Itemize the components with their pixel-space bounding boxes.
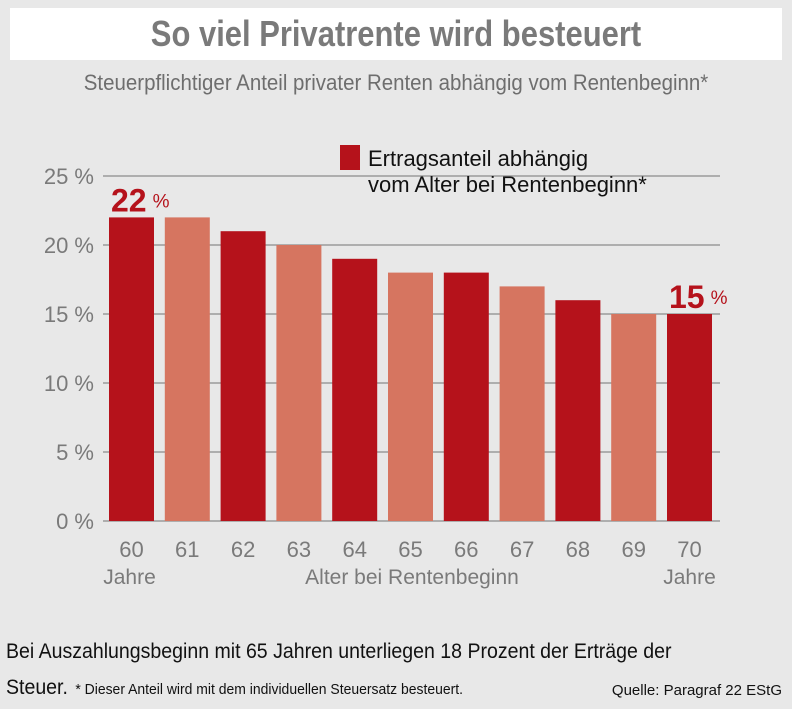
footnote: * Dieser Anteil wird mit dem individuell… [75,681,464,698]
chart-title: So viel Privatrente wird besteuert [150,13,642,54]
x-tick-label: 67 [510,537,534,562]
x-tick-label: 61 [175,537,199,562]
y-tick-label: 15 % [44,302,94,327]
legend-label-line2: vom Alter bei Rentenbeginn* [368,172,647,197]
y-tick-label: 10 % [44,371,94,396]
x-tick-label: 64 [342,537,366,562]
x-tick-label: 63 [287,537,311,562]
bar [388,272,433,521]
bar [499,286,545,521]
footer-text: Bei Auszahlungsbeginn mit 65 Jahren unte… [6,640,672,663]
legend-swatch [340,145,360,170]
x-sublabel-last: Jahre [663,566,716,589]
legend-label: Ertragsanteil abhängig [368,146,588,171]
title-bar: So viel Privatrente wird besteuert [10,8,782,60]
highlight-unit: % [153,191,170,212]
x-tick-label: 60 [119,537,143,562]
footer-text-end: Steuer. [6,676,68,699]
highlight-value-label: 22% [111,182,170,218]
y-tick-label: 5 % [56,440,94,465]
x-tick-label: 68 [566,537,590,562]
bar [611,314,657,521]
bar [276,245,322,521]
x-axis-title: Alter bei Rentenbeginn [305,566,519,589]
x-sublabel-first: Jahre [103,566,156,589]
x-tick-label: 66 [454,537,478,562]
y-tick-label: 25 % [44,164,94,189]
bar [109,217,154,521]
bars [109,217,712,521]
x-axis-labels: 60 61 62 63 64 65 66 67 68 69 70 Jahre Jahre Alter be… [103,537,716,589]
bar-chart: 0 %5 %10 %15 %20 %25 % 60 61 62 63 64 65 66 67 6… [44,145,728,589]
source-note: Quelle: Paragraf 22 EStG [611,682,782,699]
bar [220,231,266,521]
highlight-value-label: 15% [669,279,728,315]
y-axis-labels: 0 % 5 % 10 % 15 % 20 % 25 % [44,164,94,534]
bar [164,217,210,521]
bar [332,258,378,521]
footer-text-line2: Steuer. * Dieser Anteil wird mit dem indi… [6,676,463,700]
chart-subtitle: Steuerpflichtiger Anteil privater Renten… [83,70,709,95]
y-tick-label: 20 % [44,233,94,258]
bar [555,300,601,521]
bar [443,272,489,521]
x-tick-label: 65 [398,537,422,562]
x-tick-label: 62 [231,537,255,562]
y-tick-label: 0 % [56,509,94,534]
bar [667,314,712,521]
highlight-unit: % [711,288,728,309]
x-tick-label: 69 [621,537,645,562]
x-tick-label: 70 [677,537,701,562]
